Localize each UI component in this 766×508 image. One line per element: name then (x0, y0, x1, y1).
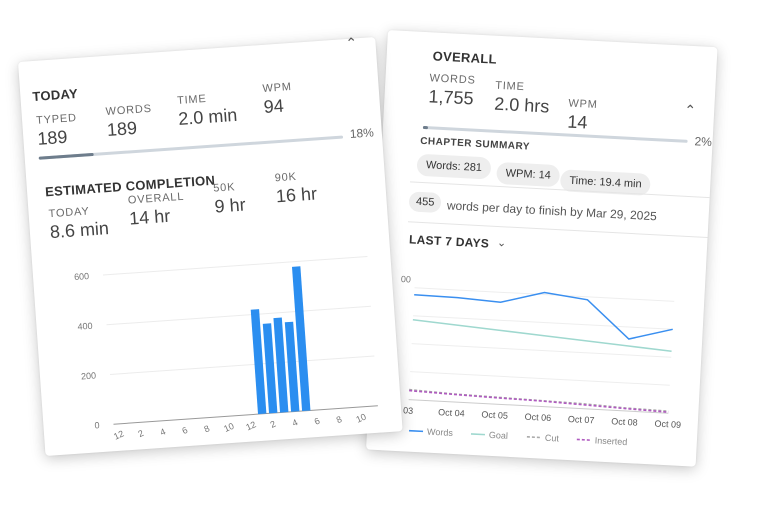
legend-swatch (576, 438, 591, 441)
x-tick-label: Oct 07 (568, 414, 595, 425)
today-wpm-value: 94 (263, 95, 285, 117)
x-tick-label: 6 (313, 416, 322, 427)
legend-label: Cut (545, 433, 560, 444)
words-per-day-chip: 455 (408, 191, 442, 214)
bar (262, 323, 278, 414)
today-typed-label: TYPED (35, 112, 78, 127)
legend-label: Words (427, 427, 454, 438)
y-tick-label: 00 (401, 274, 412, 285)
x-tick-label: 12 (244, 419, 257, 432)
chapter-words-chip: Words: 281 (416, 153, 492, 180)
x-tick-label: 12 (112, 428, 125, 441)
x-tick-label: 4 (158, 426, 167, 437)
x-tick-label: Oct 05 (481, 409, 508, 420)
grid-line (106, 305, 371, 326)
legend-swatch (526, 436, 541, 439)
est-90k-label: 90K (274, 170, 298, 185)
est-50k-value: 9 hr (213, 194, 247, 217)
x-tick-label: 03 (403, 405, 414, 416)
x-tick-label: 10 (354, 412, 367, 425)
overall-words-label: WORDS (429, 72, 476, 87)
last7-line-chart: 00 03 Oct 04 Oct 05 Oct 06 Oct 07 Oct 08 Oct 0… (401, 274, 682, 447)
overall-title: OVERALL (432, 48, 498, 67)
grid-line (413, 315, 673, 330)
chapter-summary-title: CHAPTER SUMMARY (419, 135, 531, 153)
x-axis-line (408, 399, 669, 414)
overall-card: OVERALL ⌃ WORDS 1,755 TIME 2.0 hrs WPM 1… (366, 30, 718, 467)
today-card: ⌃ TODAY TYPED 189 WORDS 189 TIME 2.0 min… (18, 34, 403, 457)
bar (250, 309, 267, 415)
today-wpm-label: WPM (262, 80, 293, 95)
overall-wpm-value: 14 (566, 111, 588, 133)
today-time-label: TIME (176, 92, 207, 107)
series-line (414, 291, 673, 340)
series-line (412, 318, 672, 353)
bar (273, 317, 289, 413)
today-progress-fill (38, 152, 94, 160)
overall-time-value: 2.0 hrs (493, 93, 550, 117)
chevron-up-icon[interactable]: ⌃ (683, 101, 697, 119)
est-50k-label: 50K (212, 181, 236, 195)
x-tick-label: Oct 09 (654, 418, 681, 429)
grid-line (411, 343, 672, 358)
chevron-up-icon[interactable]: ⌃ (344, 34, 358, 52)
grid-line (109, 355, 375, 375)
est-90k-value: 16 hr (275, 183, 318, 207)
y-tick-label: 600 (74, 271, 90, 282)
legend-label: Inserted (595, 435, 628, 447)
hourly-bar-chart: 0 200 400 600 12 2 4 6 8 10 12 2 4 6 8 10 (74, 256, 378, 442)
x-tick-label: 8 (203, 423, 212, 434)
chevron-down-icon[interactable]: ⌄ (496, 237, 507, 250)
y-tick-label: 0 (94, 420, 100, 430)
last7-title[interactable]: LAST 7 DAYS (408, 232, 490, 251)
grid-line (410, 371, 670, 386)
series-line (409, 389, 669, 413)
x-tick-label: Oct 06 (524, 412, 551, 423)
overall-wpm-label: WPM (568, 97, 598, 112)
today-time-value: 2.0 min (177, 104, 238, 129)
grid-line (103, 256, 368, 276)
x-tick-label: 10 (222, 421, 235, 434)
today-typed-value: 189 (36, 126, 69, 149)
today-title: TODAY (31, 85, 79, 105)
overall-words-value: 1,755 (428, 86, 475, 109)
x-tick-label: 2 (269, 419, 278, 430)
overall-progress-fill (422, 125, 429, 130)
legend-label: Goal (489, 430, 509, 441)
est-today-value: 8.6 min (49, 218, 110, 243)
overall-time-label: TIME (494, 79, 525, 94)
grid-line (414, 287, 675, 302)
x-tick-label: 2 (136, 428, 145, 439)
x-tick-label: Oct 08 (611, 416, 638, 427)
today-progress-bar (38, 135, 344, 160)
x-tick-label: Oct 04 (438, 407, 465, 418)
x-tick-label: 6 (181, 425, 190, 436)
today-words-label: WORDS (105, 102, 153, 118)
legend-swatch (409, 429, 424, 433)
est-today-label: TODAY (48, 205, 90, 221)
x-axis-line (113, 405, 378, 425)
bar (284, 321, 300, 412)
today-words-value: 189 (106, 117, 138, 140)
y-tick-label: 200 (81, 370, 97, 381)
words-per-day-text: words per day to finish by Mar 29, 2025 (446, 198, 658, 224)
y-tick-label: 400 (77, 321, 93, 332)
x-tick-label: 8 (335, 414, 344, 425)
est-overall-value: 14 hr (128, 205, 171, 229)
bar (291, 266, 311, 412)
today-progress-percent: 18% (349, 125, 375, 142)
est-overall-label: OVERALL (127, 190, 185, 207)
chapter-wpm-chip: WPM: 14 (496, 161, 561, 188)
overall-progress-percent: 2% (694, 134, 713, 150)
legend-swatch (470, 433, 485, 436)
x-tick-label: 4 (291, 417, 300, 428)
